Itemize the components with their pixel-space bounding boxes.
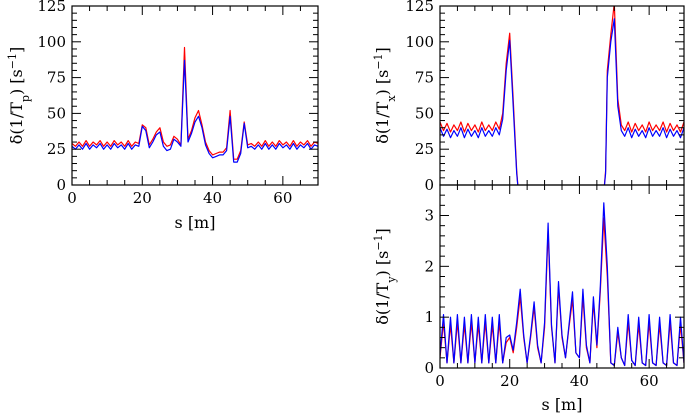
tp-y-tick-label: 0 <box>56 176 66 194</box>
ty-series-blue-line <box>440 202 684 367</box>
ty-x-tick-label: 40 <box>570 372 589 390</box>
tp-x-tick-label: 0 <box>67 189 77 207</box>
ty-x-axis-label: s [m] <box>542 395 583 414</box>
panel-ty: 0 1 2 3 0 20 40 60 s [m] δ(1/Ty) [s−1] <box>372 184 685 414</box>
ty-y-tick-label: 2 <box>424 257 434 275</box>
panel-tp: 0 25 50 75 100 125 0 20 40 60 s [m] δ(1/Tp) [s−1] <box>6 0 319 232</box>
tp-plot-frame <box>71 5 319 186</box>
ty-y-axis-label: δ(1/Ty) [s−1] <box>372 228 398 325</box>
tp-y-tick-label: 75 <box>47 69 66 87</box>
tp-y-tick-label: 125 <box>37 0 66 15</box>
ty-y-tick-label: 1 <box>424 308 434 326</box>
tx-series-blue-line <box>440 18 684 185</box>
tx-series-red-line <box>440 6 684 185</box>
tp-series-red-line <box>72 46 318 160</box>
tx-y-tick-label: 125 <box>405 0 434 15</box>
panel-tx: 0 25 50 75 100 125 δ(1/Tx) [s−1] <box>372 0 685 194</box>
ty-y-tick-label: 0 <box>424 359 434 377</box>
tp-series-blue-line <box>72 59 318 163</box>
tp-x-axis-label: s [m] <box>175 213 216 232</box>
tp-x-tick-label: 60 <box>273 189 292 207</box>
tx-y-tick-label: 25 <box>415 140 434 158</box>
tx-y-tick-label: 50 <box>415 104 434 122</box>
tx-plot-frame <box>439 5 685 186</box>
tx-y-tick-label: 100 <box>405 33 434 51</box>
tp-x-tick-label: 20 <box>133 189 152 207</box>
tp-y-axis-label: δ(1/Tp) [s−1] <box>6 47 32 144</box>
tp-y-tick-label: 50 <box>47 104 66 122</box>
tp-y-tick-label: 100 <box>37 33 66 51</box>
tx-y-axis-label: δ(1/Tx) [s−1] <box>372 47 398 144</box>
ty-x-tick-label: 20 <box>500 372 519 390</box>
tp-y-tick-label: 25 <box>47 140 66 158</box>
ty-y-tick-label: 3 <box>424 207 434 225</box>
ty-x-tick-label: 0 <box>435 372 445 390</box>
tp-x-tick-label: 40 <box>203 189 222 207</box>
tx-y-tick-label: 75 <box>415 69 434 87</box>
tx-y-tick-label: 0 <box>424 176 434 194</box>
ty-x-tick-label: 60 <box>640 372 659 390</box>
